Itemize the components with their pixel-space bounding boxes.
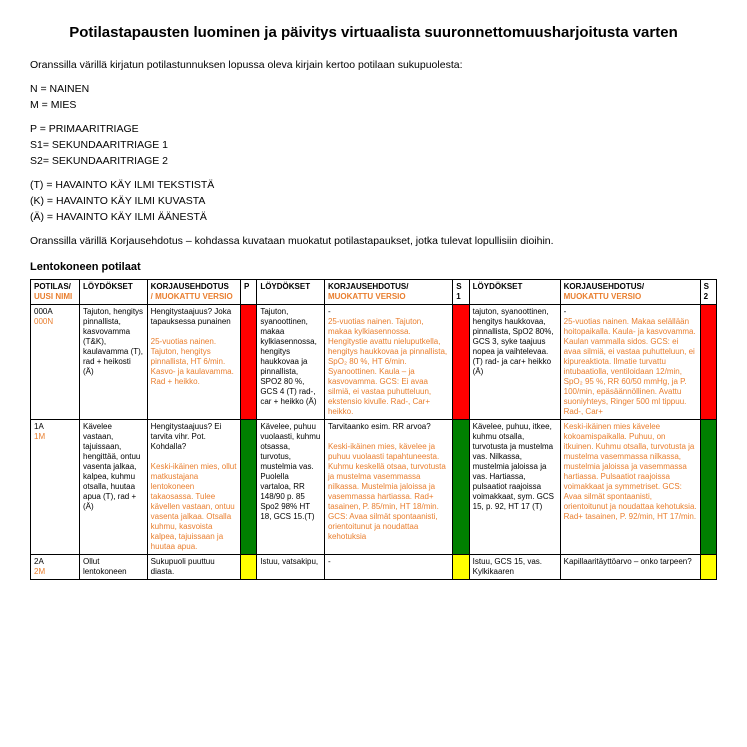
legend-k: (K) = HAVAINTO KÄY ILMI KUVASTA xyxy=(30,195,717,207)
cell-korj1: Hengitystaajuus? Joka tapauksessa punain… xyxy=(147,305,240,420)
cell-korj2: - xyxy=(324,555,452,580)
legend-a: (Ä) = HAVAINTO KÄY ILMI ÄÄNESTÄ xyxy=(30,211,717,223)
cell-korj3: Keski-ikäinen mies kävelee kokoamispaika… xyxy=(560,420,700,555)
cell-korj2: - 25-vuotias nainen. Tajuton, makaa kylk… xyxy=(324,305,452,420)
th-s1: S1 xyxy=(453,280,469,305)
table-header-row: POTILAS/ UUSI NIMI LÖYDÖKSET KORJAUSEHDO… xyxy=(31,280,717,305)
cell-loy3: Istuu, GCS 15, vas. Kylkikaaren xyxy=(469,555,560,580)
th-loydokset-1: LÖYDÖKSET xyxy=(80,280,148,305)
cell-loy1: Ollut lentokoneen xyxy=(80,555,148,580)
legend-n: N = NAINEN xyxy=(30,83,717,95)
cell-s2 xyxy=(700,555,716,580)
section-heading: Lentokoneen potilaat xyxy=(30,261,717,273)
intro-line1: Oranssilla värillä kirjatun potilastunnu… xyxy=(30,59,717,71)
cell-s1 xyxy=(453,420,469,555)
cell-loy2: Istuu, vatsakipu, xyxy=(257,555,325,580)
cell-s1 xyxy=(453,305,469,420)
th-potilas: POTILAS/ UUSI NIMI xyxy=(31,280,80,305)
cell-p xyxy=(240,555,256,580)
legend-t: (T) = HAVAINTO KÄY ILMI TEKSTISTÄ xyxy=(30,179,717,191)
cell-s2 xyxy=(700,305,716,420)
cell-id: 2A 2M xyxy=(31,555,80,580)
legend-s1: S1= SEKUNDAARITRIAGE 1 xyxy=(30,139,717,151)
cell-korj3: Kapillaaritäyttöarvo – onko tarpeen? xyxy=(560,555,700,580)
legend-p: P = PRIMAARITRIAGE xyxy=(30,123,717,135)
cell-loy1: Kävelee vastaan, tajuissaan, hengittää, … xyxy=(80,420,148,555)
cell-loy1: Tajuton, hengitys pinnallista, kasvovamm… xyxy=(80,305,148,420)
intro-block: Oranssilla värillä kirjatun potilastunnu… xyxy=(30,59,717,247)
cell-korj3: - 25-vuotias nainen. Makaa selällään hoi… xyxy=(560,305,700,420)
cell-id: 1A 1M xyxy=(31,420,80,555)
th-loydokset-3: LÖYDÖKSET xyxy=(469,280,560,305)
legend-s2: S2= SEKUNDAARITRIAGE 2 xyxy=(30,155,717,167)
cell-korj2: Tarvitaanko esim. RR arvoa? Keski-ikäine… xyxy=(324,420,452,555)
cell-korj1: Hengitystaajuus? Ei tarvita vihr. Pot. K… xyxy=(147,420,240,555)
cell-loy2: Tajuton, syanoottinen, makaa kylkiasenno… xyxy=(257,305,325,420)
cell-loy3: tajuton, syanoottinen, hengitys haukkova… xyxy=(469,305,560,420)
cell-loy2: Kävelee, puhuu vuolaasti, kuhmu otsassa,… xyxy=(257,420,325,555)
table-row: 1A 1M Kävelee vastaan, tajuissaan, hengi… xyxy=(31,420,717,555)
legend-m: M = MIES xyxy=(30,99,717,111)
cell-p xyxy=(240,420,256,555)
cell-p xyxy=(240,305,256,420)
patient-table: POTILAS/ UUSI NIMI LÖYDÖKSET KORJAUSEHDO… xyxy=(30,279,717,580)
table-row: 000A 000N Tajuton, hengitys pinnallista,… xyxy=(31,305,717,420)
cell-s2 xyxy=(700,420,716,555)
th-korjaus-2: KORJAUSEHDOTUS/ MUOKATTU VERSIO xyxy=(324,280,452,305)
cell-loy3: Kävelee, puhuu, itkee, kuhmu otsalla, tu… xyxy=(469,420,560,555)
intro-line2: Oranssilla värillä Korjausehdotus – kohd… xyxy=(30,235,717,247)
th-p: P xyxy=(240,280,256,305)
page-title: Potilastapausten luominen ja päivitys vi… xyxy=(30,24,717,41)
cell-s1 xyxy=(453,555,469,580)
th-loydokset-2: LÖYDÖKSET xyxy=(257,280,325,305)
cell-id: 000A 000N xyxy=(31,305,80,420)
th-s2: S2 xyxy=(700,280,716,305)
th-korjaus-1: KORJAUSEHDOTUS / MUOKATTU VERSIO xyxy=(147,280,240,305)
th-korjaus-3: KORJAUSEHDOTUS/ MUOKATTU VERSIO xyxy=(560,280,700,305)
cell-korj1: Sukupuoli puuttuu diasta. xyxy=(147,555,240,580)
table-row: 2A 2M Ollut lentokoneen Sukupuoli puuttu… xyxy=(31,555,717,580)
